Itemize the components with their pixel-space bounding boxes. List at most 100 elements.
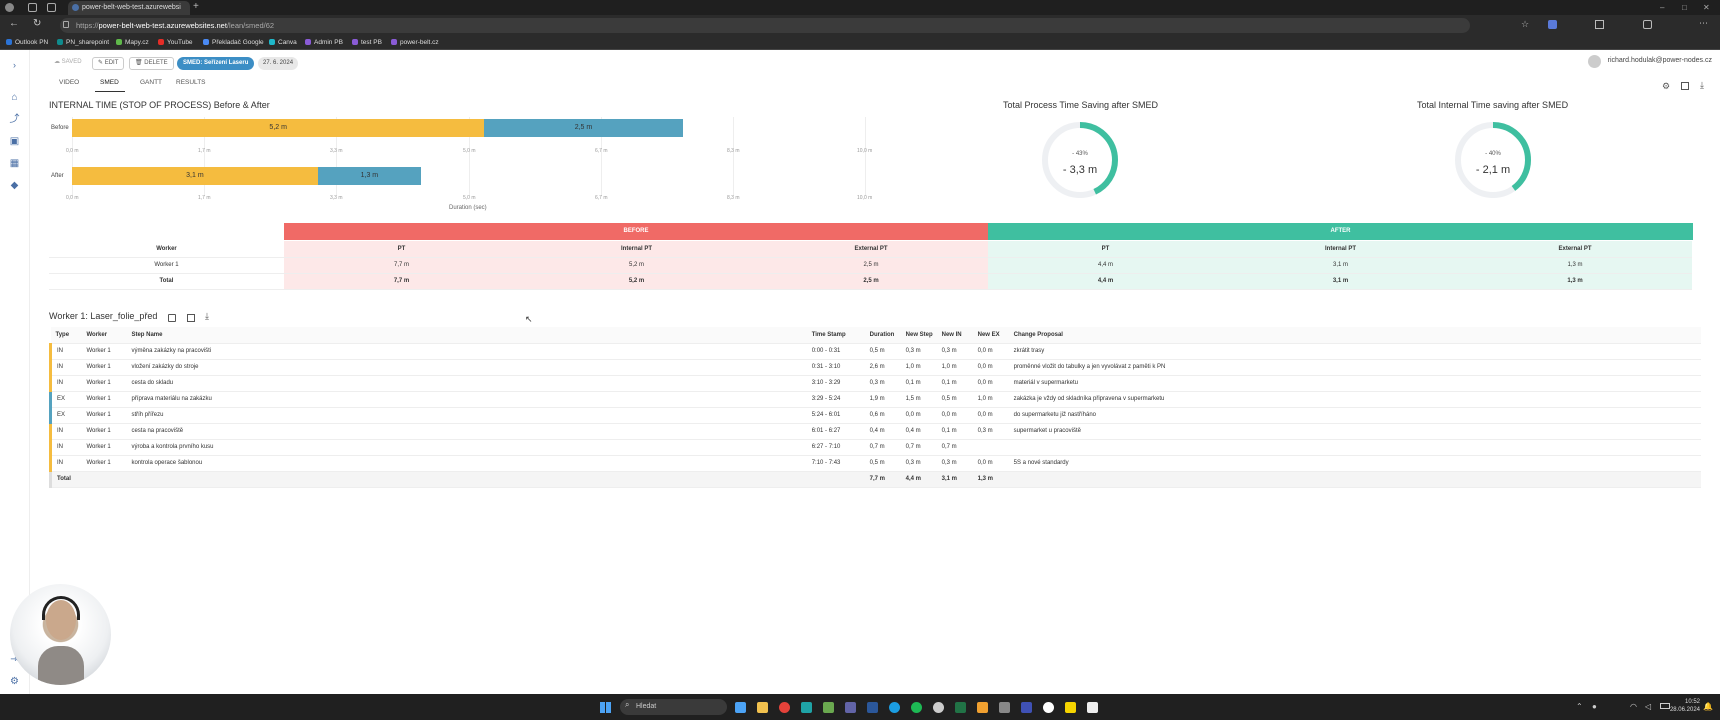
word-icon[interactable] — [867, 702, 878, 713]
edit-button[interactable]: ✎ EDIT — [92, 57, 125, 70]
expand-chevron-icon[interactable]: › — [13, 60, 16, 70]
taskbar-search[interactable]: Hledat — [620, 699, 727, 715]
donut-internal-chart — [1455, 122, 1531, 198]
app-icon[interactable] — [823, 702, 834, 713]
excel-icon[interactable] — [955, 702, 966, 713]
before-internal-bar[interactable]: 5,2 m — [72, 119, 485, 137]
edge-icon[interactable] — [889, 702, 900, 713]
cell: 4,4 m — [988, 257, 1223, 274]
chrome-icon[interactable] — [779, 702, 790, 713]
bookmark-admin-pb[interactable]: Admin PB — [305, 35, 343, 50]
lock-icon[interactable] — [63, 21, 69, 28]
profile-icon[interactable] — [5, 3, 14, 12]
tab-actions-icon[interactable] — [47, 3, 56, 12]
download-steps-icon[interactable]: ⤓ — [205, 311, 209, 321]
gridline — [469, 117, 470, 196]
bookmark-canva[interactable]: Canva — [269, 35, 297, 50]
donut-internal-value: - 2,1 m — [1475, 164, 1511, 176]
extension-icon[interactable] — [1548, 20, 1557, 29]
battery-icon[interactable] — [1660, 703, 1670, 709]
cell: 1,5 m — [900, 391, 937, 408]
export-table-icon[interactable] — [187, 314, 195, 322]
tab-video[interactable]: VIDEO — [59, 79, 80, 86]
saved-button[interactable]: ☁ SAVED — [49, 57, 87, 70]
copy-icon[interactable] — [168, 314, 176, 322]
split-screen-icon[interactable] — [1595, 20, 1604, 29]
app-icon[interactable] — [933, 702, 944, 713]
settings-icon[interactable]: ⚙ — [10, 676, 19, 687]
steps-table: Type Worker Step Name Time Stamp Duratio… — [49, 327, 1701, 488]
table-row[interactable]: IN Worker 1 kontrola operace šablonou 7:… — [49, 455, 1701, 472]
gridline — [204, 117, 205, 196]
bookmark-power-belt[interactable]: power-belt.cz — [391, 35, 439, 50]
cell: 0,0 m — [972, 455, 1009, 472]
webcam-overlay — [10, 584, 111, 685]
after-external-bar[interactable]: 1,3 m — [317, 167, 421, 185]
table-row[interactable]: IN Worker 1 výměna zakázky na pracovišti… — [49, 343, 1701, 360]
cloud-icon: ☁ — [54, 59, 62, 65]
table-row[interactable]: EX Worker 1 stříh přířezu 5:24 - 6:01 0,… — [49, 407, 1701, 424]
close-icon[interactable]: ✕ — [1703, 3, 1710, 12]
logout-icon[interactable]: ⇥ — [10, 654, 19, 665]
settings-more-icon[interactable]: ⋯ — [1699, 18, 1708, 28]
table-row[interactable]: IN Worker 1 vložení zakázky do stroje 0:… — [49, 359, 1701, 376]
app-icon[interactable] — [999, 702, 1010, 713]
delete-button[interactable]: 🗑 DELETE — [129, 57, 174, 70]
microphone-icon[interactable]: ● — [1592, 702, 1597, 711]
app-icon[interactable] — [977, 702, 988, 713]
bookmark-translate[interactable]: Překladač Google — [203, 35, 264, 50]
back-icon[interactable]: ← — [9, 18, 19, 29]
teams-icon[interactable] — [845, 702, 856, 713]
table-row[interactable]: IN Worker 1 cesta do skladu 3:10 - 3:29 … — [49, 375, 1701, 392]
settings-gear-icon[interactable]: ⚙ — [1662, 81, 1671, 91]
url-field[interactable]: https://power-belt-web-test.azurewebsite… — [60, 18, 1470, 33]
table-row[interactable]: EX Worker 1 příprava materiálu na zakázk… — [49, 391, 1701, 408]
app-icon[interactable] — [1021, 702, 1032, 713]
table-row[interactable]: IN Worker 1 cesta na pracoviště 6:01 - 6… — [49, 423, 1701, 440]
gridline — [733, 117, 734, 196]
maximize-icon[interactable]: □ — [1682, 3, 1687, 12]
cell: 3,1 m — [1223, 257, 1458, 274]
windows-start-icon[interactable] — [600, 702, 611, 713]
home-icon[interactable]: ⌂ — [11, 92, 18, 103]
spotify-icon[interactable] — [911, 702, 922, 713]
bookmark-test-pb[interactable]: test PB — [352, 35, 382, 50]
user-account[interactable]: richard.hodulak@power-nodes.cz — [1587, 55, 1712, 68]
before-external-bar[interactable]: 2,5 m — [484, 119, 683, 137]
tab-results[interactable]: RESULTS — [176, 79, 206, 86]
taskbar-clock[interactable]: 10:52 28.06.2024 — [1670, 698, 1700, 714]
notification-bell-icon[interactable]: 🔔 — [1703, 702, 1713, 711]
download-icon[interactable]: ⤓ — [1700, 80, 1704, 90]
volume-icon[interactable]: ◁ — [1645, 702, 1652, 711]
after-internal-bar[interactable]: 3,1 m — [72, 167, 318, 185]
minimize-icon[interactable]: – — [1660, 3, 1665, 12]
reload-icon[interactable]: ↻ — [33, 18, 42, 29]
notepad-icon[interactable] — [1087, 702, 1098, 713]
app-icon[interactable] — [1043, 702, 1054, 713]
table-export-icon[interactable] — [1681, 82, 1689, 90]
task-view-icon[interactable] — [735, 702, 746, 713]
app-icon[interactable] — [801, 702, 812, 713]
browser-tab[interactable]: power-belt-web-test.azurewebsi — [68, 1, 190, 15]
workspaces-icon[interactable] — [28, 3, 37, 12]
bookmark-mapy[interactable]: Mapy.cz — [116, 35, 149, 50]
bookmark-sharepoint[interactable]: PN_sharepoint — [57, 35, 109, 50]
wifi-icon[interactable]: ◠ — [1630, 702, 1637, 711]
graduation-cap-icon[interactable]: ◆ — [10, 180, 19, 191]
browser-titlebar — [0, 0, 1720, 15]
grid-icon[interactable]: ▦ — [9, 158, 20, 169]
bookmark-outlook[interactable]: Outlook PN — [6, 35, 48, 50]
cell: 5,2 m — [519, 257, 754, 274]
trend-chart-icon[interactable]: ⤴ — [9, 114, 20, 125]
tray-chevron-icon[interactable]: ⌃ — [1576, 702, 1583, 711]
app-icon[interactable] — [1065, 702, 1076, 713]
new-tab-icon[interactable]: + — [193, 1, 199, 12]
favorites-star-icon[interactable]: ☆ — [1521, 19, 1530, 29]
collections-icon[interactable] — [1643, 20, 1652, 29]
bookmark-youtube[interactable]: YouTube — [158, 35, 193, 50]
tab-gantt[interactable]: GANTT — [140, 79, 163, 86]
video-icon[interactable]: ▣ — [9, 136, 20, 147]
file-explorer-icon[interactable] — [757, 702, 768, 713]
tab-smed[interactable]: SMED — [100, 79, 119, 86]
table-row[interactable]: IN Worker 1 výroba a kontrola prvního ku… — [49, 439, 1701, 456]
